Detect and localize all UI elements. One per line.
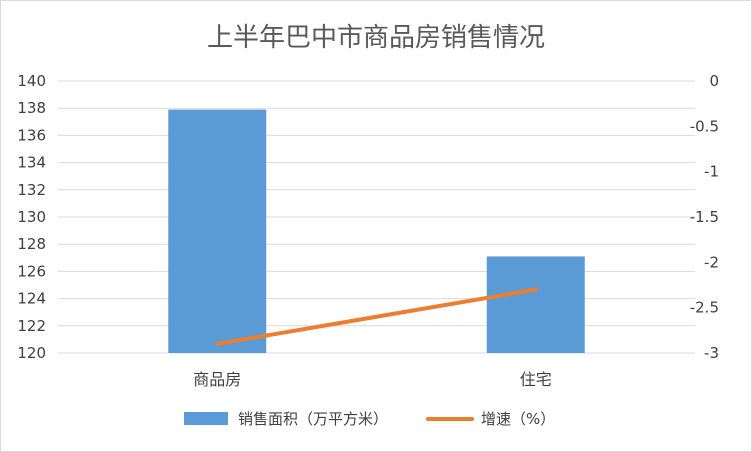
left-tick-label: 130 — [17, 208, 46, 226]
chart-title: 上半年巴中市商品房销售情况 — [207, 23, 545, 53]
left-tick-label: 132 — [17, 181, 46, 199]
line-series — [215, 287, 538, 346]
left-tick-label: 140 — [17, 72, 46, 90]
gridlines — [58, 80, 695, 354]
legend: 销售面积（万平方米） 增速（%） — [184, 410, 555, 428]
left-tick-label: 126 — [17, 262, 46, 280]
left-tick-label: 136 — [17, 126, 46, 144]
legend-swatch-bar — [184, 412, 228, 425]
legend-label-bar: 销售面积（万平方米） — [238, 410, 388, 428]
left-tick-label: 128 — [17, 235, 46, 253]
right-tick-label: -1.5 — [690, 208, 719, 226]
right-tick-label: -0.5 — [690, 117, 719, 135]
growth-line — [215, 287, 538, 346]
bar — [168, 109, 267, 353]
left-tick-label: 120 — [17, 344, 46, 362]
left-tick-label: 134 — [17, 154, 46, 172]
left-tick-label: 124 — [17, 290, 46, 308]
right-tick-label: -3 — [704, 344, 719, 362]
right-tick-label: 0 — [709, 72, 719, 90]
category-label: 住宅 — [520, 370, 552, 389]
category-axis: 商品房 住宅 — [193, 370, 552, 389]
left-tick-label: 122 — [17, 317, 46, 335]
legend-label-line: 增速（%） — [481, 410, 555, 428]
bar — [486, 256, 585, 353]
category-label: 商品房 — [193, 370, 241, 389]
right-tick-label: -1 — [704, 163, 719, 181]
right-tick-label: -2 — [704, 253, 719, 271]
right-tick-label: -2.5 — [690, 299, 719, 317]
left-tick-label: 138 — [17, 99, 46, 117]
right-axis: -3 -2.5 -2 -1.5 -1 -0.5 0 — [690, 72, 719, 362]
left-axis: 120 122 124 126 128 130 132 134 136 138 140 — [17, 72, 46, 362]
bar-series — [168, 109, 585, 353]
